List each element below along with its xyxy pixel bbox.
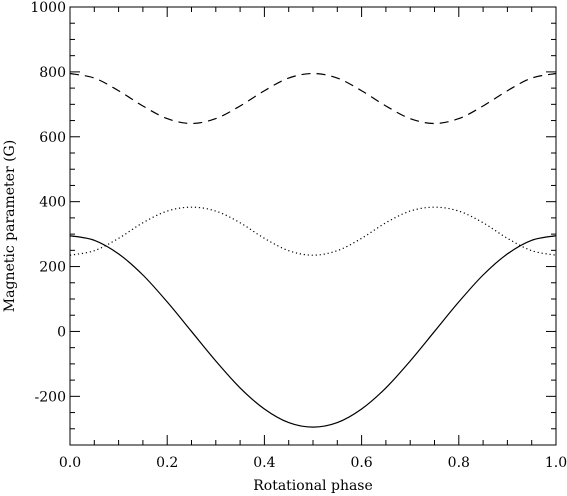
x-axis-title: Rotational phase <box>253 478 373 494</box>
y-axis-title: Magnetic parameter (G) <box>2 140 18 312</box>
y-tick-label: 800 <box>39 65 66 81</box>
plot-frame <box>69 6 557 446</box>
series-line-solid <box>69 235 557 428</box>
y-tick-label: 400 <box>39 195 66 211</box>
x-tick-label: 0.8 <box>448 455 470 471</box>
x-tick-label: 0.4 <box>253 455 275 471</box>
y-tick-label: -200 <box>35 389 66 405</box>
ticks-layer <box>69 6 557 446</box>
series-line-dotted <box>69 206 557 256</box>
y-tick-label: 1000 <box>30 0 66 16</box>
series-line-dashed <box>69 72 557 125</box>
x-tick-label: 0.0 <box>59 455 81 471</box>
labels-layer: 0.0 0.2 0.4 0.6 0.8 1.0 -200 0 200 400 600 800 1000 <box>30 0 567 471</box>
y-tick-label: 200 <box>39 260 66 276</box>
x-tick-label: 1.0 <box>545 455 567 471</box>
series-layer <box>69 72 557 428</box>
y-tick-label: 0 <box>57 324 66 340</box>
x-tick-label: 0.6 <box>350 455 372 471</box>
y-tick-label: 600 <box>39 130 66 146</box>
x-tick-label: 0.2 <box>156 455 178 471</box>
